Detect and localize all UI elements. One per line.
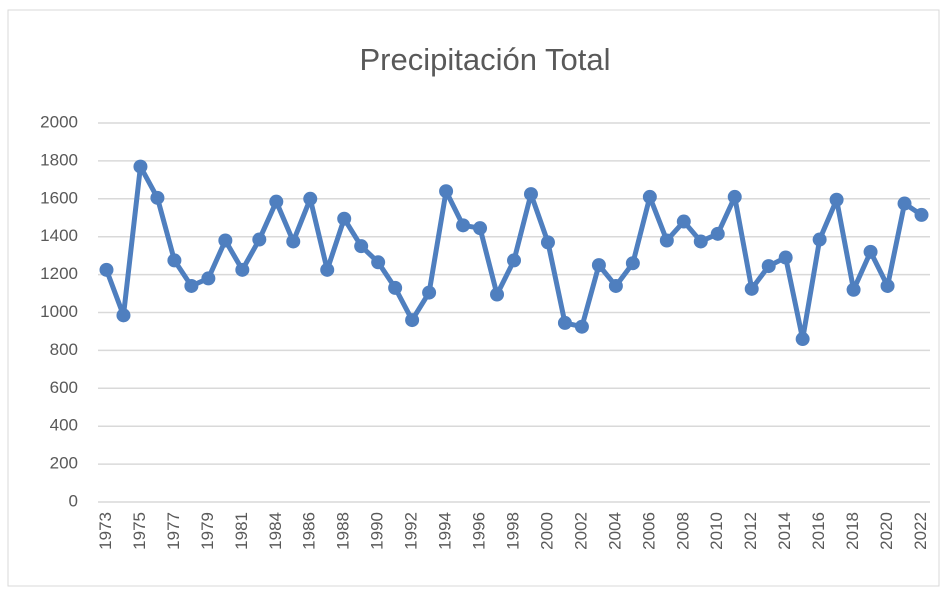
marker bbox=[591, 258, 606, 273]
x-tick-label: 2012 bbox=[741, 512, 760, 550]
marker bbox=[320, 262, 335, 277]
x-tick-label: 1994 bbox=[436, 512, 455, 550]
y-tick-label: 1800 bbox=[40, 150, 78, 169]
x-tick-label: 1990 bbox=[368, 512, 387, 550]
marker bbox=[557, 315, 572, 330]
x-tick-label: 1981 bbox=[232, 512, 251, 550]
marker bbox=[116, 308, 131, 323]
marker bbox=[727, 189, 742, 204]
marker bbox=[642, 189, 657, 204]
marker bbox=[710, 226, 725, 241]
marker bbox=[880, 278, 895, 293]
marker bbox=[371, 255, 386, 270]
marker bbox=[863, 244, 878, 259]
x-tick-label: 2002 bbox=[571, 512, 590, 550]
marker bbox=[625, 256, 640, 271]
marker bbox=[897, 196, 912, 211]
marker bbox=[235, 262, 250, 277]
x-tick-label: 2022 bbox=[911, 512, 930, 550]
marker bbox=[490, 287, 505, 302]
y-tick-label: 600 bbox=[50, 378, 78, 397]
marker bbox=[456, 218, 471, 233]
x-tick-label: 2014 bbox=[775, 512, 794, 550]
x-tick-label: 2020 bbox=[877, 512, 896, 550]
marker bbox=[133, 159, 148, 174]
y-tick-label: 1400 bbox=[40, 226, 78, 245]
y-tick-label: 800 bbox=[50, 340, 78, 359]
x-tick-label: 2018 bbox=[843, 512, 862, 550]
x-tick-label: 1988 bbox=[334, 512, 353, 550]
marker bbox=[676, 214, 691, 229]
y-tick-label: 0 bbox=[69, 491, 78, 510]
y-tick-label: 2000 bbox=[40, 112, 78, 131]
marker bbox=[761, 259, 776, 274]
marker bbox=[388, 280, 403, 295]
marker bbox=[778, 250, 793, 265]
marker bbox=[795, 332, 810, 347]
marker bbox=[540, 235, 555, 250]
marker bbox=[422, 285, 437, 300]
x-tick-label: 1992 bbox=[402, 512, 421, 550]
marker bbox=[354, 239, 369, 254]
marker bbox=[659, 233, 674, 248]
marker bbox=[523, 187, 538, 202]
marker bbox=[337, 211, 352, 226]
x-tick-label: 1986 bbox=[300, 512, 319, 550]
x-tick-label: 1984 bbox=[266, 512, 285, 550]
x-tick-label: 1996 bbox=[470, 512, 489, 550]
marker bbox=[99, 262, 114, 277]
marker bbox=[574, 319, 589, 334]
marker bbox=[218, 233, 233, 248]
x-tick-label: 2006 bbox=[639, 512, 658, 550]
marker bbox=[914, 207, 929, 222]
x-tick-label: 2008 bbox=[673, 512, 692, 550]
x-tick-label: 2016 bbox=[809, 512, 828, 550]
y-tick-label: 1200 bbox=[40, 264, 78, 283]
x-tick-label: 1975 bbox=[130, 512, 149, 550]
x-tick-label: 1979 bbox=[198, 512, 217, 550]
marker bbox=[184, 278, 199, 293]
chart-title: Precipitación Total bbox=[359, 42, 610, 77]
marker bbox=[439, 184, 454, 199]
marker bbox=[201, 271, 216, 286]
marker bbox=[473, 221, 488, 236]
y-tick-label: 400 bbox=[50, 416, 78, 435]
y-tick-label: 200 bbox=[50, 454, 78, 473]
y-tick-label: 1000 bbox=[40, 302, 78, 321]
marker bbox=[812, 232, 827, 247]
marker bbox=[608, 278, 623, 293]
marker bbox=[744, 281, 759, 296]
marker bbox=[829, 192, 844, 207]
x-tick-label: 2010 bbox=[707, 512, 726, 550]
x-tick-label: 2000 bbox=[537, 512, 556, 550]
marker bbox=[303, 191, 318, 206]
marker bbox=[252, 232, 267, 247]
x-tick-label: 2004 bbox=[605, 512, 624, 550]
marker bbox=[846, 282, 861, 297]
y-tick-label: 1600 bbox=[40, 188, 78, 207]
marker bbox=[693, 234, 708, 249]
x-tick-label: 1977 bbox=[164, 512, 183, 550]
marker bbox=[286, 234, 301, 249]
marker bbox=[269, 194, 284, 209]
marker bbox=[405, 313, 420, 328]
chart-frame bbox=[7, 9, 940, 587]
marker bbox=[167, 253, 182, 268]
marker bbox=[150, 190, 165, 205]
x-tick-label: 1973 bbox=[96, 512, 115, 550]
x-tick-label: 1998 bbox=[503, 512, 522, 550]
marker bbox=[507, 253, 521, 268]
